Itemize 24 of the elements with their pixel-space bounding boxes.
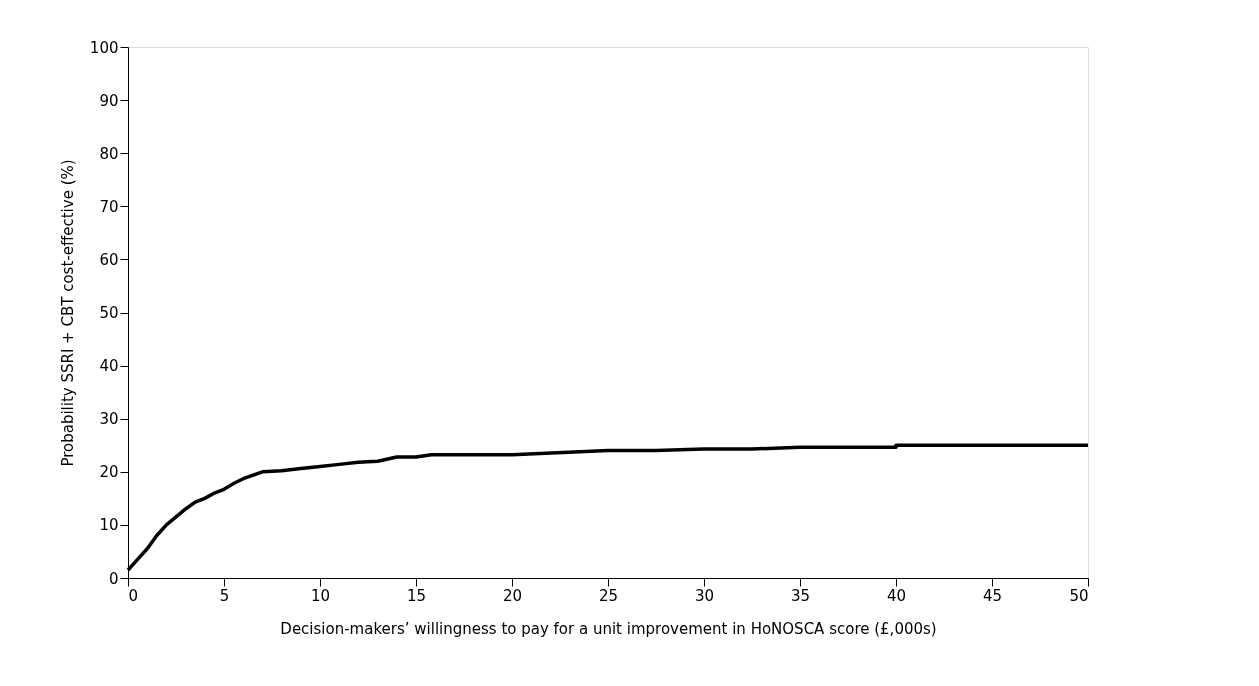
x-tick-label: 25 [598,586,619,605]
x-tick-label: 20 [502,586,523,605]
y-tick-label: 70 [99,197,119,216]
x-tick-label: 35 [790,586,811,605]
y-tick-label: 100 [89,38,119,57]
x-tick-label: 0 [128,586,139,605]
y-tick-label: 0 [108,569,119,588]
y-tick-label: 40 [99,357,119,376]
y-tick-label: 80 [99,144,119,163]
x-tick-label: 50 [1069,586,1089,605]
x-tick-label: 45 [982,586,1003,605]
x-tick-label: 10 [310,586,331,605]
x-axis-title: Decision-makers’ willingness to pay for a unit improvement in HoNOSCA score (£,000s) [280,619,937,638]
y-tick-label: 20 [99,463,119,482]
y-axis-title: Probability SSRI + CBT cost-effective (%) [58,159,77,467]
x-tick-label: 40 [886,586,907,605]
y-tick-label: 10 [99,516,119,535]
x-tick-label: 5 [219,586,230,605]
y-tick-label: 90 [99,91,119,110]
x-tick-label: 15 [406,586,427,605]
y-tick-label: 50 [99,304,119,322]
y-tick-label: 60 [99,250,119,269]
x-tick-label: 30 [694,586,715,605]
y-tick-label: 30 [99,410,119,429]
